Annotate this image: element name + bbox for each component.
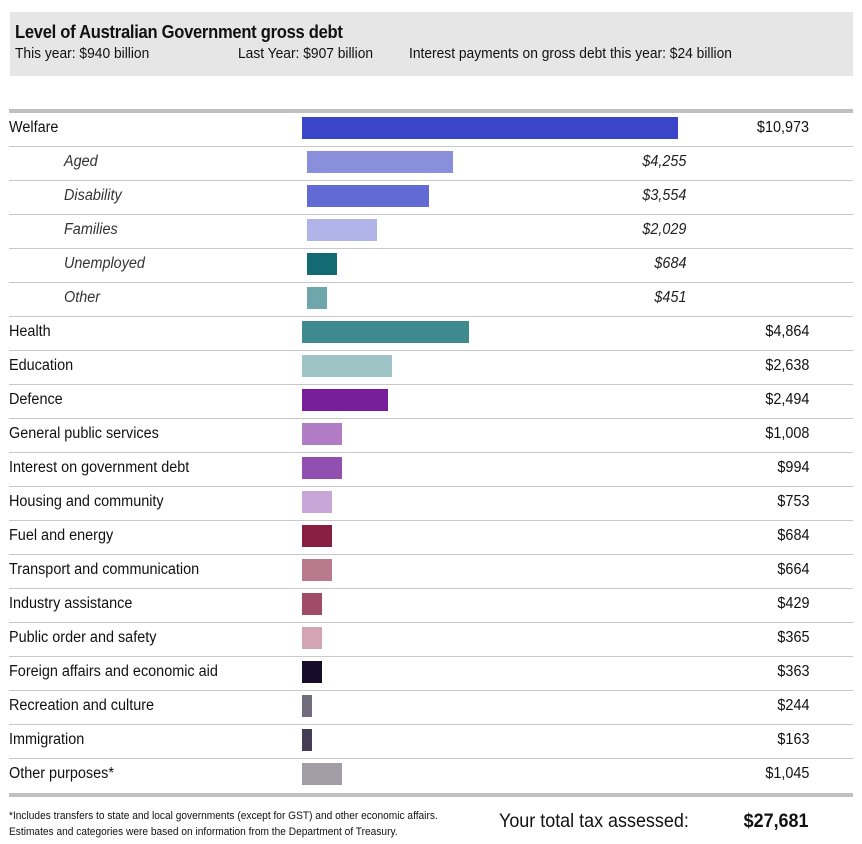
row-label: Transport and communication [9,561,200,578]
bar [307,253,337,275]
spending-chart: Welfare $10,973 Aged $4,255 Disability $3,554… [9,113,853,792]
row-value: $1,045 [764,765,809,782]
row-label: Defence [9,391,63,408]
bar [302,593,322,615]
category-row: Health $4,864 [9,317,853,351]
row-label: Other purposes* [9,765,114,782]
footnote-line-2: Estimates and categories were based on i… [9,826,398,838]
row-value: $363 [776,663,809,680]
row-value: $2,638 [764,357,809,374]
row-value: $1,008 [764,425,809,442]
bar [307,185,429,207]
debt-title: Level of Australian Government gross deb… [15,22,343,42]
row-label: Education [9,357,74,374]
bar [302,627,322,649]
row-value: $4,864 [764,323,809,340]
bar [302,423,342,445]
row-label: Fuel and energy [9,527,114,544]
row-label: Health [9,323,51,340]
row-value: $753 [776,493,809,510]
row-label: Disability [64,187,122,204]
footnote: *Includes transfers to state and local g… [9,808,438,840]
bar [302,491,332,513]
row-label: Other [64,289,101,306]
debt-this-year: This year: $940 billion [15,45,150,62]
row-value: $994 [776,459,809,476]
row-value: $664 [776,561,809,578]
row-value: $365 [776,629,809,646]
debt-last-year: Last Year: $907 billion [238,45,374,62]
row-value: $10,973 [756,119,809,136]
row-label: Welfare [9,119,59,136]
subcategory-row: Unemployed $684 [9,249,853,283]
bar [302,389,388,411]
row-value: $4,255 [641,153,686,170]
row-value: $684 [653,255,686,272]
category-row: Housing and community $753 [9,487,853,521]
debt-summary-box: Level of Australian Government gross deb… [10,12,853,76]
bar [307,151,453,173]
bar [302,661,322,683]
row-label: Interest on government debt [9,459,190,476]
subcategory-row: Families $2,029 [9,215,853,249]
row-value: $3,554 [641,187,686,204]
category-row: Public order and safety $365 [9,623,853,657]
subcategory-row: Disability $3,554 [9,181,853,215]
row-value: $2,494 [764,391,809,408]
bar [302,695,312,717]
category-row: Recreation and culture $244 [9,691,853,725]
row-value: $451 [653,289,686,306]
bar [302,559,332,581]
bar [307,287,327,309]
row-label: Public order and safety [9,629,157,646]
category-row: Welfare $10,973 [9,113,853,147]
row-value: $163 [776,731,809,748]
bar [302,525,332,547]
row-label: Foreign affairs and economic aid [9,663,218,680]
category-row: Industry assistance $429 [9,589,853,623]
row-value: $244 [776,697,809,714]
row-label: Families [64,221,118,238]
row-label: Housing and community [9,493,164,510]
category-row: Transport and communication $664 [9,555,853,589]
category-row: Defence $2,494 [9,385,853,419]
bar [302,763,342,785]
subcategory-row: Other $451 [9,283,853,317]
category-row: Foreign affairs and economic aid $363 [9,657,853,691]
row-label: Industry assistance [9,595,133,612]
row-label: Recreation and culture [9,697,155,714]
category-row: Interest on government debt $994 [9,453,853,487]
row-label: General public services [9,425,159,442]
debt-interest-payments: Interest payments on gross debt this yea… [409,45,732,62]
bottom-divider [9,793,853,797]
top-divider [9,109,853,113]
category-row: Fuel and energy $684 [9,521,853,555]
row-label: Aged [64,153,98,170]
bar [302,117,678,139]
bar [302,729,312,751]
footnote-line-1: *Includes transfers to state and local g… [9,810,438,822]
bar [307,219,377,241]
category-row: Other purposes* $1,045 [9,759,853,792]
subcategory-row: Aged $4,255 [9,147,853,181]
category-row: Education $2,638 [9,351,853,385]
row-value: $2,029 [641,221,686,238]
row-label: Unemployed [64,255,145,272]
bar [302,321,469,343]
category-row: Immigration $163 [9,725,853,759]
total-tax-label: Your total tax assessed: [499,810,689,832]
row-value: $684 [776,527,809,544]
bar [302,457,342,479]
total-tax-value: $27,681 [743,810,808,832]
row-label: Immigration [9,731,85,748]
row-value: $429 [776,595,809,612]
bar [302,355,392,377]
category-row: General public services $1,008 [9,419,853,453]
